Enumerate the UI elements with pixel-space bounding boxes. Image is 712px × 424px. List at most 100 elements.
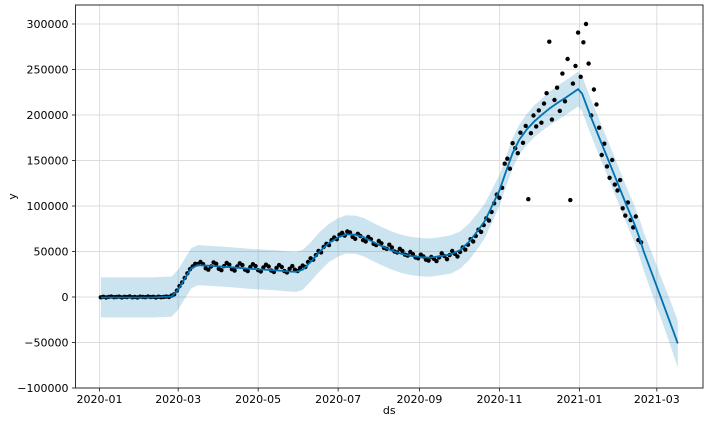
observed-point [439, 251, 444, 256]
observed-point [570, 81, 576, 86]
observed-point [528, 131, 534, 136]
observed-point [617, 177, 623, 183]
observed-point [568, 197, 573, 203]
observed-point [549, 117, 555, 122]
observed-point [426, 258, 431, 263]
observed-point [623, 213, 628, 218]
observed-point [266, 264, 271, 269]
observed-point [631, 225, 636, 230]
observed-point [379, 241, 384, 246]
observed-point [575, 30, 581, 35]
observed-point [339, 230, 345, 235]
x-tick-label: 2020-03 [155, 393, 201, 406]
observed-point [486, 218, 492, 223]
observed-point [594, 102, 599, 107]
observed-point [552, 97, 557, 103]
forecast-line [100, 88, 679, 344]
observed-point [531, 113, 536, 118]
observed-point [389, 245, 395, 250]
observed-point [620, 206, 625, 211]
x-tick-label: 2020-07 [315, 393, 361, 406]
y-tick-label: 100000 [27, 200, 69, 213]
y-axis-label: y [6, 193, 19, 200]
y-tick-label: −50000 [24, 336, 68, 349]
observed-point [347, 230, 353, 235]
observed-point [573, 63, 578, 69]
observed-point [290, 263, 295, 269]
x-tick-label: 2020-09 [396, 393, 442, 406]
y-tick-label: 0 [62, 291, 69, 304]
observed-point [240, 262, 245, 268]
observed-point [219, 268, 224, 273]
observed-point [607, 175, 612, 180]
x-tick-label: 2020-11 [476, 393, 522, 406]
observed-point [554, 85, 560, 90]
observed-point [523, 123, 528, 129]
x-tick-label: 2021-01 [556, 393, 602, 406]
observed-point [526, 197, 531, 202]
observed-point [515, 151, 520, 156]
observed-point [502, 161, 507, 166]
observed-point [547, 39, 552, 44]
observed-point [544, 91, 549, 96]
observed-point [599, 152, 604, 158]
observed-point [583, 21, 589, 27]
observed-point [400, 248, 405, 254]
observed-point [562, 99, 568, 104]
observed-point [541, 101, 547, 106]
observed-point [274, 265, 279, 271]
observed-point [591, 87, 597, 92]
observed-point [625, 200, 631, 205]
x-tick-label: 2020-01 [77, 393, 123, 406]
observed-point [434, 258, 439, 264]
observed-point [444, 257, 450, 262]
y-tick-label: 250000 [27, 63, 69, 76]
observed-point [560, 71, 565, 76]
observed-point [565, 56, 570, 62]
observed-point [353, 236, 358, 241]
observed-point [536, 108, 541, 113]
y-tick-label: 50000 [34, 245, 69, 258]
y-tick-label: −100000 [17, 382, 68, 395]
y-tick-label: 300000 [27, 18, 69, 31]
observed-point [581, 40, 586, 45]
observed-point [612, 182, 617, 187]
observed-point [602, 141, 607, 146]
observed-point [450, 248, 455, 254]
x-tick-label: 2021-03 [634, 393, 680, 406]
observed-point [253, 263, 258, 269]
observed-point [615, 188, 620, 193]
observed-point [478, 229, 484, 235]
x-axis-label: ds [383, 404, 396, 417]
observed-point [497, 195, 502, 200]
observed-point [287, 266, 292, 271]
observed-point [510, 141, 515, 146]
observed-point [578, 74, 583, 80]
observed-point [586, 61, 591, 66]
observed-point [518, 130, 523, 135]
observed-point [245, 268, 250, 274]
plot-border [75, 4, 704, 389]
observed-point [206, 267, 211, 272]
observed-point [471, 239, 476, 244]
observed-point [520, 140, 526, 145]
observed-point [610, 157, 615, 163]
observed-point [507, 166, 513, 171]
observed-point [455, 254, 460, 259]
observed-point [604, 164, 610, 169]
observed-point [505, 156, 510, 161]
observed-point [363, 239, 368, 244]
observed-point [557, 108, 562, 114]
observed-point [633, 214, 638, 219]
y-tick-label: 200000 [27, 109, 69, 122]
x-tick-label: 2020-05 [235, 393, 281, 406]
observed-point [214, 261, 219, 266]
observed-point [232, 268, 237, 273]
observed-point [227, 262, 232, 267]
observed-point [596, 125, 602, 130]
y-tick-label: 150000 [27, 154, 69, 167]
observed-point [534, 124, 539, 129]
